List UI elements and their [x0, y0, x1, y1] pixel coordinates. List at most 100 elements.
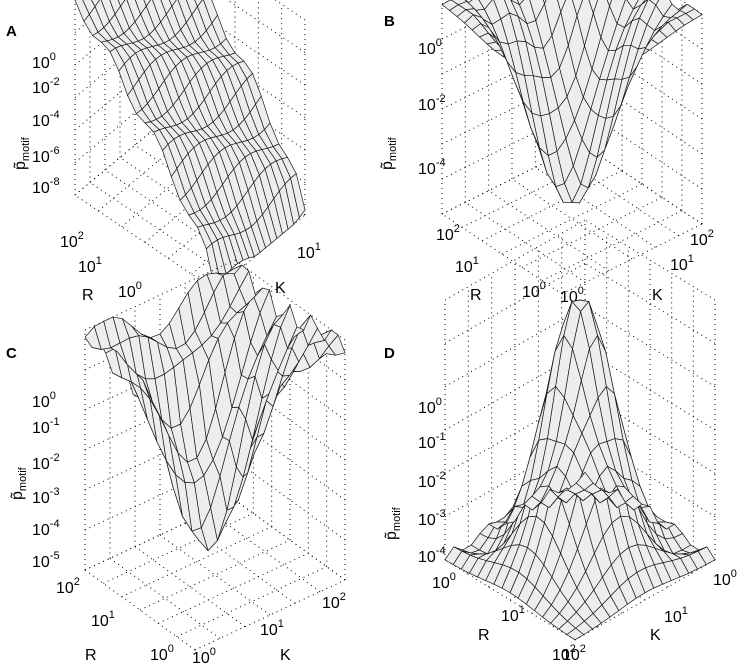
grid-line: [159, 534, 271, 616]
surface-patch: [609, 0, 626, 25]
surface-patch: [572, 0, 583, 17]
z-axis-tick-label: 10-3: [32, 486, 60, 507]
grid-line: [139, 539, 291, 611]
k-axis-label-b: K: [652, 287, 663, 304]
grid-line: [119, 157, 261, 253]
surface-patch: [510, 0, 521, 6]
k-axis-tick-label: 102: [690, 228, 714, 249]
surface-patch: [504, 0, 519, 18]
grid-line: [209, 511, 321, 593]
surface-patch: [450, 0, 468, 5]
r-axis-tick-label: 102: [436, 223, 460, 244]
surface-patch: [224, 264, 243, 275]
grid-line: [541, 210, 683, 282]
surface-patch: [91, 0, 100, 8]
panel-c: C p̃motif 10010-110-210-310-410-51021011…: [6, 259, 346, 667]
surface-b: [441, 0, 703, 295]
surface-patch: [82, 0, 96, 15]
grid-line: [584, 306, 716, 388]
surface-a: [74, 0, 306, 291]
surface-patch: [648, 0, 660, 6]
z-axis-tick-label: 10-4: [418, 545, 446, 566]
grid-line: [444, 262, 586, 344]
k-axis-tick-label: 101: [297, 241, 321, 262]
surface-patch: [560, 0, 578, 47]
grid-line: [444, 219, 586, 301]
grid-line: [584, 219, 716, 301]
panel-b: B p̃motif 10010-210-4102101100100101102 …: [379, 0, 714, 306]
z-axis-tick-label: 10-2: [32, 452, 60, 473]
z-axis-tick-label: 10-1: [32, 416, 60, 437]
grid-line: [584, 262, 716, 344]
surface-patch: [484, 0, 502, 25]
panel-a: A p̃motif 100 10-2 10-4 10-6 10-8 102 101 100 10…: [6, 0, 321, 306]
surface-patch: [143, 0, 151, 7]
grid-line: [501, 183, 643, 255]
r-axis-label-a: R: [82, 287, 94, 304]
r-axis-tick-label: 101: [455, 255, 479, 276]
grid-line: [109, 557, 221, 639]
surface-patch: [606, 0, 612, 8]
surface-patch: [120, 0, 136, 29]
grid-line: [511, 178, 633, 260]
surface-patch: [94, 0, 110, 29]
surface-patch: [632, 0, 646, 10]
z-axis-tick-label: 10-4: [32, 109, 60, 130]
grid-line: [481, 170, 623, 242]
surface-patch: [544, 0, 562, 37]
surface-d: [444, 219, 716, 641]
surface-patch: [74, 0, 90, 22]
k-axis-tick-label: 100: [713, 568, 737, 589]
surface-patch: [576, 0, 594, 48]
k-axis-tick-label: 102: [562, 643, 586, 664]
r-axis-tick-label: 100: [432, 571, 456, 592]
surface-patch: [203, 0, 218, 24]
surface-patch: [145, 0, 161, 30]
z-axis-label-d: p̃motif: [383, 506, 403, 540]
z-axis-tick-label: 10-3: [418, 508, 446, 529]
grid-line: [465, 201, 586, 283]
z-axis-tick-label: 100: [418, 37, 442, 58]
z-axis-tick-label: 10-1: [418, 431, 446, 452]
surface-patch: [616, 0, 634, 28]
r-axis-tick-label: 102: [56, 576, 80, 597]
k-axis-tick-label: 101: [260, 618, 284, 639]
surface-c: [84, 259, 346, 651]
z-axis-tick-label: 10-2: [418, 470, 446, 491]
grid-line: [176, 566, 327, 638]
surface-patch: [493, 0, 510, 20]
surface-patch: [117, 0, 126, 7]
surface-patch: [197, 0, 213, 32]
z-axis-tick-label: 100: [32, 51, 56, 72]
grid-line: [89, 182, 231, 278]
z-axis-tick-label: 10-5: [32, 550, 60, 571]
grid-line: [584, 392, 716, 474]
r-axis-tick-label: 100: [118, 280, 142, 301]
r-axis-label-b: R: [470, 287, 482, 304]
k-axis-tick-label: 102: [322, 591, 346, 612]
z-axis-tick-label: 100: [418, 396, 442, 417]
z-axis-label-b: p̃motif: [379, 136, 399, 170]
surface-patch: [516, 0, 525, 6]
r-axis-tick-label: 102: [552, 643, 576, 664]
panel-letter-a: A: [6, 23, 17, 40]
surface-patch: [478, 0, 493, 10]
panel-letter-b: B: [384, 13, 395, 30]
surface-patch: [575, 471, 594, 491]
panel-d: D p̃motif 10010-110-210-310-410010110210…: [383, 219, 737, 664]
surface-patch: [185, 0, 198, 16]
r-axis-tick-label: 101: [78, 255, 102, 276]
tick-labels-c: 100 10-1 10-2 10-3 10-4 10-5 102 101 100 100 101 10…: [32, 390, 346, 667]
surface-patch: [194, 0, 203, 8]
surface-patch: [171, 0, 187, 31]
z-axis-tick-label: 10-4: [32, 518, 60, 539]
r-axis-tick-label: 100: [522, 280, 546, 301]
r-axis-tick-label: 100: [150, 643, 174, 664]
surface-patch: [639, 0, 657, 26]
surface-patch: [529, 0, 545, 22]
z-axis-label-c: p̃motif: [9, 466, 29, 500]
k-axis-tick-label: 100: [192, 646, 216, 667]
